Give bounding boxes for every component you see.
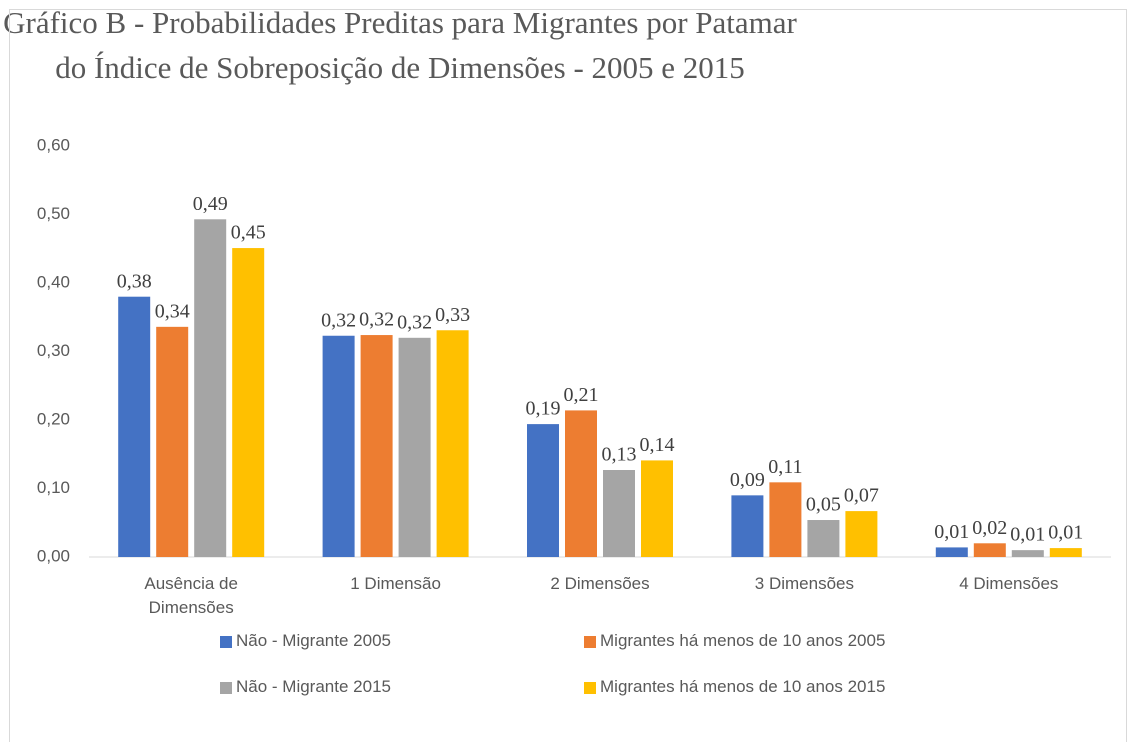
data-label: 0,21 — [564, 384, 599, 406]
bar — [436, 330, 469, 557]
data-label: 0,01 — [934, 521, 969, 543]
y-tick-label: 0,50 — [37, 204, 70, 223]
data-label: 0,14 — [640, 434, 675, 456]
x-tick-label: 1 Dimensão — [350, 574, 441, 593]
chart-title: Gráfico B - Probabilidades Preditas para… — [3, 5, 797, 85]
y-tick-label: 0,30 — [37, 341, 70, 360]
data-label: 0,34 — [155, 300, 190, 322]
data-label: 0,38 — [117, 270, 152, 292]
data-label: 0,11 — [768, 456, 802, 478]
chart-border — [9, 9, 1127, 742]
y-tick-label: 0,40 — [37, 272, 70, 291]
y-tick-label: 0,20 — [37, 409, 70, 428]
legend-label: Não - Migrante 2015 — [236, 677, 391, 696]
bar — [603, 470, 635, 557]
data-label: 0,45 — [231, 222, 266, 244]
x-tick-label: 2 Dimensões — [550, 574, 650, 593]
data-label: 0,05 — [806, 494, 841, 516]
bar — [1049, 548, 1082, 557]
data-label: 0,32 — [321, 309, 356, 331]
y-tick-label: 0,60 — [37, 135, 70, 154]
legend-swatch — [220, 682, 232, 694]
bar — [360, 335, 393, 557]
legend-label: Migrantes há menos de 10 anos 2005 — [600, 631, 886, 650]
data-label: 0,32 — [397, 311, 432, 333]
bar — [322, 335, 355, 557]
bar — [973, 543, 1006, 557]
data-label: 0,32 — [359, 309, 394, 331]
bar — [398, 337, 431, 557]
legend-swatch — [220, 636, 232, 648]
data-label: 0,01 — [1048, 522, 1083, 544]
data-label: 0,02 — [972, 517, 1007, 539]
x-tick-label: 3 Dimensões — [754, 574, 854, 593]
legend-label: Não - Migrante 2005 — [236, 631, 391, 650]
bar — [731, 495, 764, 557]
bar — [194, 219, 227, 558]
bar — [807, 520, 840, 557]
data-label: 0,13 — [602, 444, 637, 466]
y-tick-label: 0,10 — [37, 478, 70, 497]
bar — [641, 460, 673, 557]
bar — [232, 248, 265, 557]
legend-swatch — [584, 682, 596, 694]
bar — [1011, 550, 1044, 557]
bar — [156, 326, 189, 557]
data-label: 0,33 — [435, 304, 470, 326]
bar — [769, 482, 802, 557]
bar — [527, 424, 559, 557]
x-tick-label: 4 Dimensões — [959, 574, 1059, 593]
legend-swatch — [584, 636, 596, 648]
data-label: 0,49 — [193, 193, 228, 215]
data-label: 0,09 — [730, 469, 765, 491]
x-tick-label: Ausência de Dimensões — [144, 574, 238, 617]
data-label: 0,01 — [1010, 524, 1045, 546]
y-tick-label: 0,00 — [37, 546, 70, 565]
bar — [565, 410, 597, 557]
data-label: 0,19 — [526, 398, 561, 420]
legend-label: Migrantes há menos de 10 anos 2015 — [600, 677, 886, 696]
bar — [935, 547, 968, 557]
bar — [118, 296, 151, 557]
data-label: 0,07 — [844, 485, 879, 507]
bar — [845, 511, 878, 557]
